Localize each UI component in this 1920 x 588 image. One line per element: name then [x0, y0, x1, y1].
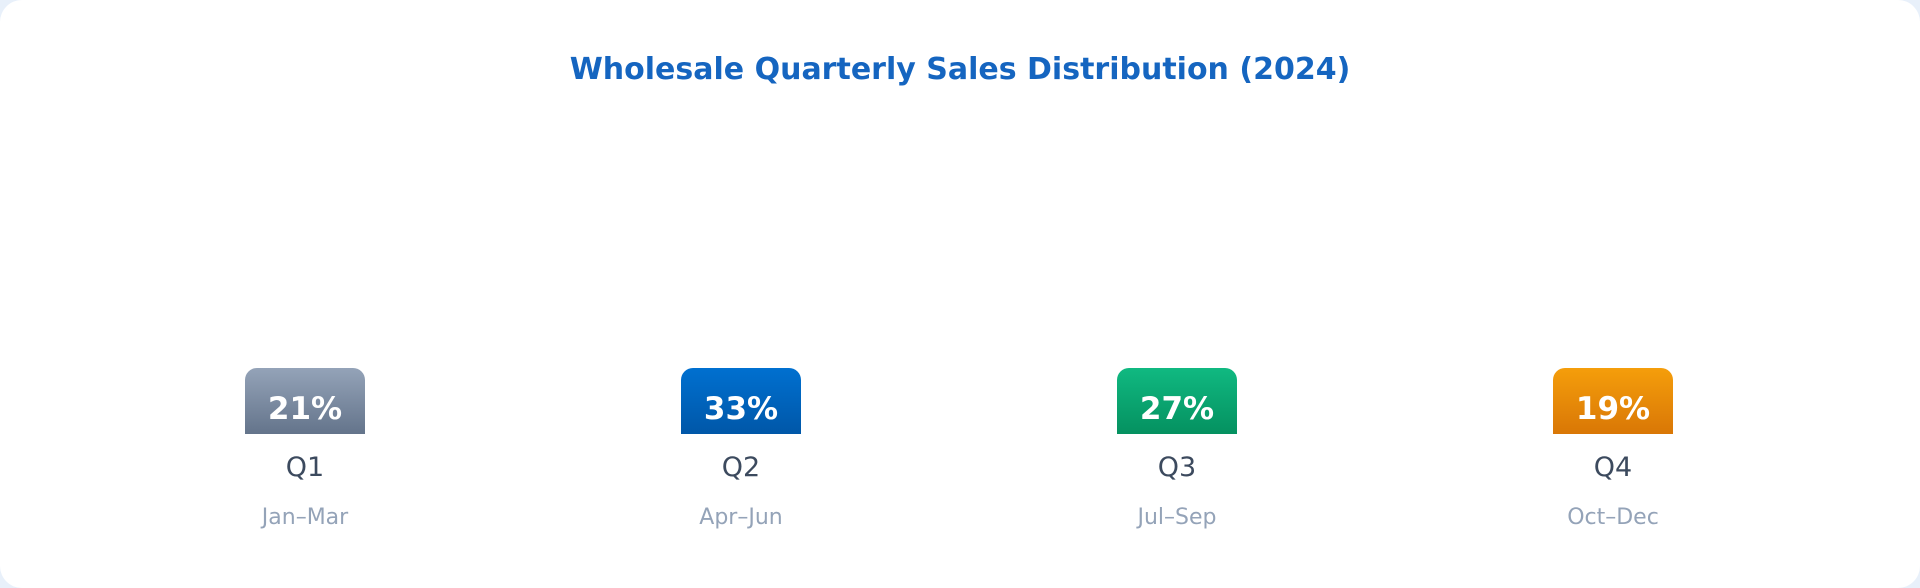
category-label: Q3	[1157, 452, 1197, 483]
data-label: 27%	[1139, 391, 1215, 427]
category-label: Q1	[285, 452, 325, 483]
month-range-label: Oct–Dec	[1567, 505, 1659, 530]
bar-q4: 19%	[1553, 368, 1673, 434]
category-label: Q2	[721, 452, 761, 483]
data-label: 19%	[1575, 391, 1651, 427]
bar-q1: 21%	[245, 368, 365, 434]
month-range-label: Jan–Mar	[261, 505, 349, 530]
bar-group-q4: 19% Q4 Oct–Dec	[1395, 0, 1831, 588]
data-label: 21%	[267, 391, 343, 427]
category-label: Q4	[1593, 452, 1633, 483]
bar-q2: 33%	[681, 368, 801, 434]
month-range-label: Jul–Sep	[1137, 505, 1217, 530]
chart-title: Wholesale Quarterly Sales Distribution (…	[569, 52, 1351, 87]
data-label: 33%	[703, 391, 779, 427]
bar-group-q3: 27% Q3 Jul–Sep	[959, 0, 1395, 588]
month-range-label: Apr–Jun	[699, 505, 783, 530]
bars-area: 21% Q1 Jan–Mar 33% Q2 Apr–Jun 27% Q3 Jul–Sep 19% Q…	[87, 0, 1831, 588]
bar-group-q1: 21% Q1 Jan–Mar	[87, 0, 523, 588]
bar-q3: 27%	[1117, 368, 1237, 434]
bar-group-q2: 33% Q2 Apr–Jun	[523, 0, 959, 588]
